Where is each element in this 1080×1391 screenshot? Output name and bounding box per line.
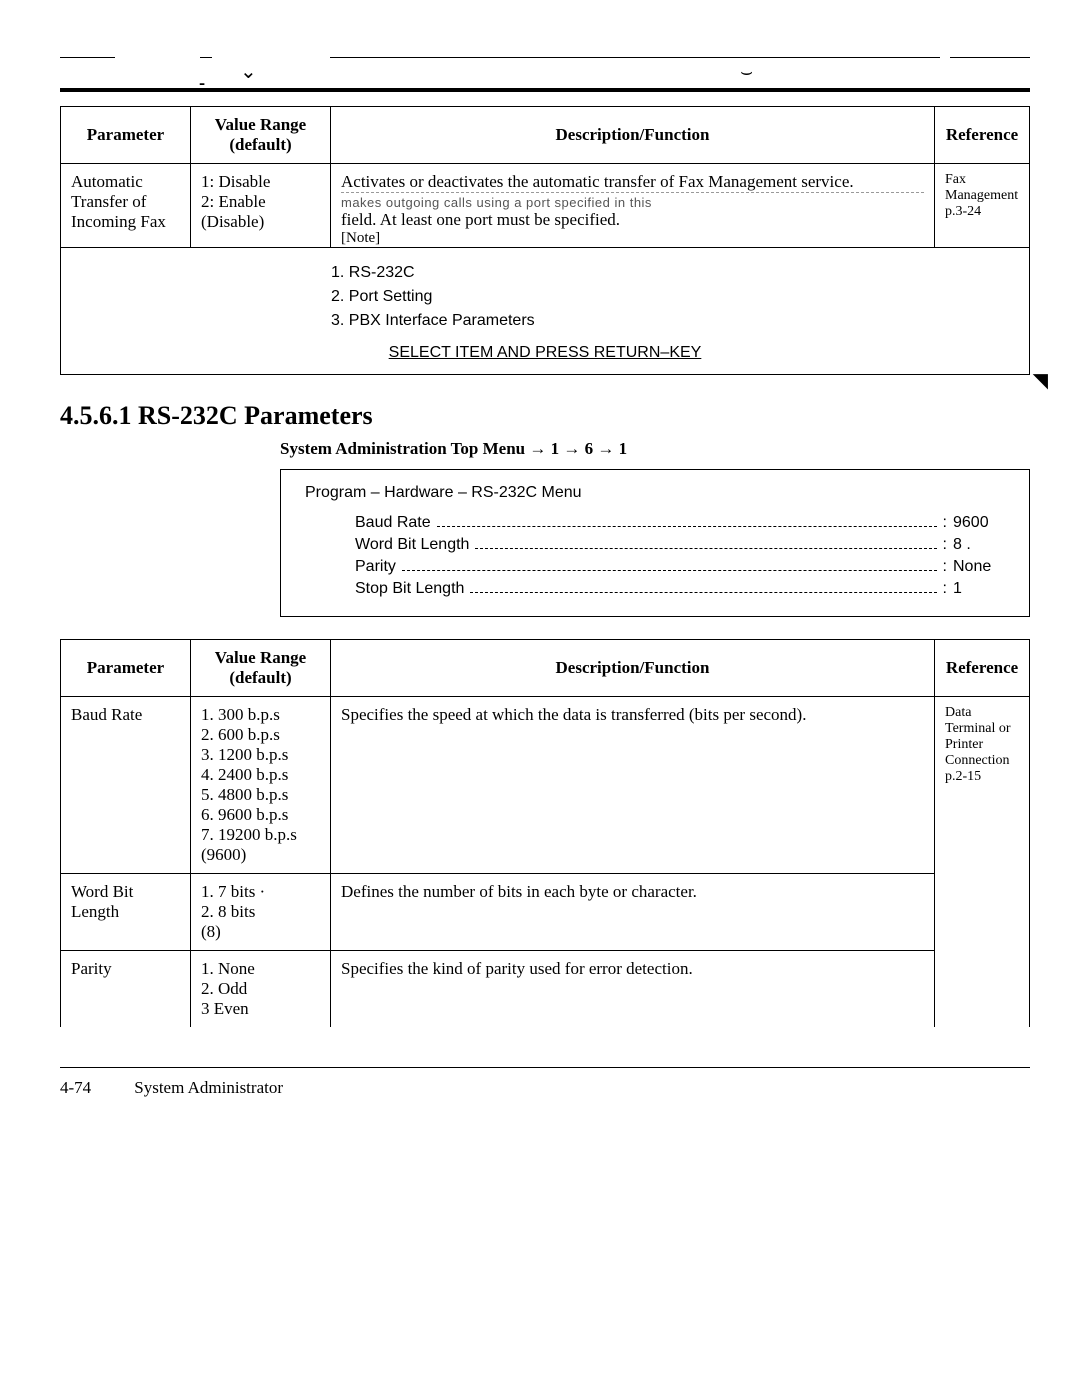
- menu-row: Baud Rate:9600: [355, 514, 1005, 532]
- cell-range: 1: Disable 2: Enable (Disable): [191, 164, 331, 248]
- cell-desc: Activates or deactivates the automatic t…: [331, 164, 935, 248]
- cell-range: 1. 7 bits · 2. 8 bits (8): [191, 874, 331, 951]
- table-row: Word Bit Length1. 7 bits · 2. 8 bits (8)…: [61, 874, 1030, 951]
- desc-line-1: Activates or deactivates the automatic t…: [341, 172, 924, 192]
- table-header-row: Parameter Value Range (default) Descript…: [61, 640, 1030, 697]
- params-table-1: Parameter Value Range (default) Descript…: [60, 106, 1030, 375]
- select-return-key: SELECT ITEM AND PRESS RETURN–KEY: [61, 344, 1029, 362]
- menu-row-colon: :: [943, 558, 947, 576]
- params-table-2: Parameter Value Range (default) Descript…: [60, 639, 1030, 1027]
- cell-range: 1. 300 b.p.s 2. 600 b.p.s 3. 1200 b.p.s …: [191, 697, 331, 874]
- inner-item-1: 1. RS-232C: [61, 264, 1029, 282]
- th-ref: Reference: [935, 107, 1030, 164]
- th-desc: Description/Function: [331, 640, 935, 697]
- menu-row-dashes: [402, 570, 937, 571]
- menu-row-value: 1: [953, 580, 1005, 598]
- menu-row-value: None: [953, 558, 1005, 576]
- cell-param: Automatic Transfer of Incoming Fax: [61, 164, 191, 248]
- menu-row: Word Bit Length:8 .: [355, 536, 1005, 554]
- th-range-label: Value Range (default): [215, 115, 306, 154]
- menu-row-value: 9600: [953, 514, 1005, 532]
- page-number: 4-74: [60, 1078, 130, 1098]
- top-marks: [60, 40, 1030, 58]
- menu-row-label: Baud Rate: [355, 514, 431, 532]
- menu-row-colon: :: [943, 514, 947, 532]
- rs232c-menu-box: Program – Hardware – RS-232C Menu Baud R…: [280, 469, 1030, 617]
- menu-row-dashes: [437, 526, 937, 527]
- table-row: Parity1. None 2. Odd 3 EvenSpecifies the…: [61, 951, 1030, 1028]
- cell-desc: Defines the number of bits in each byte …: [331, 874, 935, 951]
- menu-row-value: 8 .: [953, 536, 1005, 554]
- th-range: Value Range (default): [191, 107, 331, 164]
- footer-label: System Administrator: [134, 1078, 283, 1097]
- note-bracket: [Note]: [341, 230, 924, 247]
- menu-row-colon: :: [943, 580, 947, 598]
- inner-menu: 1. RS-232C 2. Port Setting 3. PBX Interf…: [61, 248, 1029, 374]
- menu-row-label: Parity: [355, 558, 396, 576]
- tick-mark: ◥: [1033, 368, 1048, 393]
- menu-row: Parity: None: [355, 558, 1005, 576]
- table-header-row: Parameter Value Range (default) Descript…: [61, 107, 1030, 164]
- th-parameter: Parameter: [61, 107, 191, 164]
- cell-ref: Data Terminal or Printer Connection p.2-…: [935, 697, 1030, 1028]
- cell-param: Parity: [61, 951, 191, 1028]
- menu-row-dashes: [470, 592, 936, 593]
- section-title: 4.5.6.1 RS-232C Parameters: [60, 401, 1030, 431]
- menu-row-colon: :: [943, 536, 947, 554]
- footer-rule: [60, 1067, 1030, 1068]
- inner-menu-row: 1. RS-232C 2. Port Setting 3. PBX Interf…: [61, 248, 1030, 375]
- cell-desc: Specifies the kind of parity used for er…: [331, 951, 935, 1028]
- menu-header: Program – Hardware – RS-232C Menu: [305, 484, 1005, 502]
- menu-row: Stop Bit Length:1: [355, 580, 1005, 598]
- cell-param: Baud Rate: [61, 697, 191, 874]
- cell-param: Word Bit Length: [61, 874, 191, 951]
- cell-desc: Specifies the speed at which the data is…: [331, 697, 935, 874]
- page-footer: 4-74 System Administrator: [60, 1078, 1030, 1098]
- cell-range: 1. None 2. Odd 3 Even: [191, 951, 331, 1028]
- th-parameter: Parameter: [61, 640, 191, 697]
- menu-row-label: Word Bit Length: [355, 536, 469, 554]
- table-row: Automatic Transfer of Incoming Fax 1: Di…: [61, 164, 1030, 248]
- th-desc: Description/Function: [331, 107, 935, 164]
- occluded-text: makes outgoing calls using a port specif…: [341, 192, 924, 210]
- table-row: Baud Rate1. 300 b.p.s 2. 600 b.p.s 3. 12…: [61, 697, 1030, 874]
- menu-row-label: Stop Bit Length: [355, 580, 464, 598]
- cell-ref: Fax Management p.3-24: [935, 164, 1030, 248]
- inner-item-2: 2. Port Setting: [61, 288, 1029, 306]
- curl-marks: ⌄⌣⁃: [60, 64, 1030, 82]
- inner-item-3: 3. PBX Interface Parameters: [61, 312, 1029, 330]
- th-ref: Reference: [935, 640, 1030, 697]
- th-range: Value Range (default): [191, 640, 331, 697]
- desc-line-2: field. At least one port must be specifi…: [341, 210, 924, 230]
- menu-row-dashes: [475, 548, 936, 549]
- section-subtitle: System Administration Top Menu → 1 → 6 →…: [280, 439, 1030, 459]
